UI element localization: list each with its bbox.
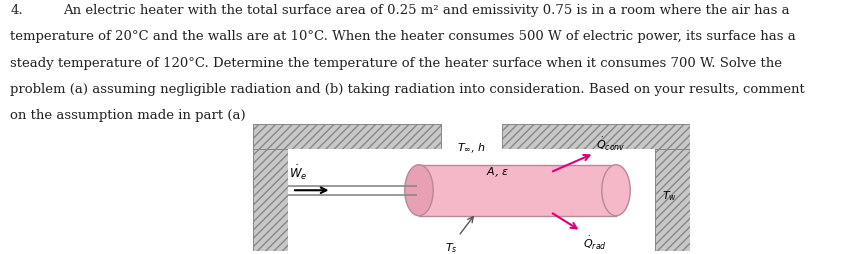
Polygon shape xyxy=(288,150,655,251)
Polygon shape xyxy=(633,124,690,251)
Ellipse shape xyxy=(602,165,631,216)
Polygon shape xyxy=(253,124,310,251)
Text: temperature of 20°C and the walls are at 10°C. When the heater consumes 500 W of: temperature of 20°C and the walls are at… xyxy=(10,30,796,43)
Text: $T_w$: $T_w$ xyxy=(662,189,677,202)
Text: on the assumption made in part (a): on the assumption made in part (a) xyxy=(10,109,246,122)
Text: problem (a) assuming negligible radiation and (b) taking radiation into consider: problem (a) assuming negligible radiatio… xyxy=(10,83,805,96)
Text: $T_\infty$, $h$: $T_\infty$, $h$ xyxy=(457,141,486,154)
Text: $A$, $\varepsilon$: $A$, $\varepsilon$ xyxy=(487,165,509,178)
Text: $\dot{W}_e$: $\dot{W}_e$ xyxy=(290,163,308,182)
Text: $T_s$: $T_s$ xyxy=(445,240,458,254)
Ellipse shape xyxy=(405,165,434,216)
Polygon shape xyxy=(502,124,690,150)
Polygon shape xyxy=(253,124,441,150)
Text: $\dot{Q}_{conv}$: $\dot{Q}_{conv}$ xyxy=(596,135,626,152)
Text: steady temperature of 120°C. Determine the temperature of the heater surface whe: steady temperature of 120°C. Determine t… xyxy=(10,57,782,70)
Text: 4.: 4. xyxy=(10,4,23,17)
Text: An electric heater with the total surface area of 0.25 m² and emissivity 0.75 is: An electric heater with the total surfac… xyxy=(63,4,790,17)
Text: $\dot{Q}_{rad}$: $\dot{Q}_{rad}$ xyxy=(584,234,607,251)
Polygon shape xyxy=(419,165,616,216)
